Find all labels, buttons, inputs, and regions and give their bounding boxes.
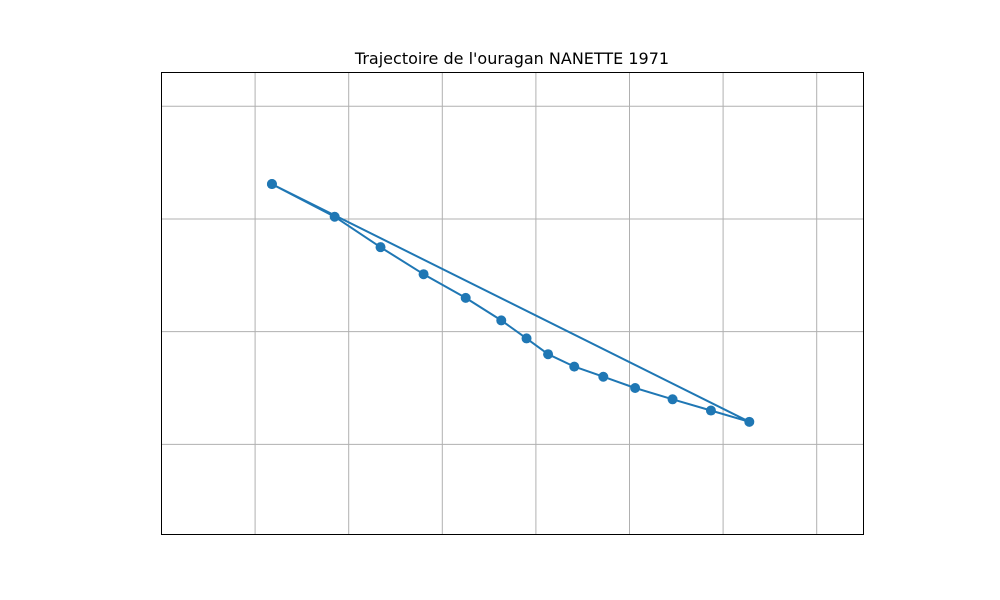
data-point [744,416,755,427]
data-point [496,315,507,326]
data-point [329,211,340,222]
data-point [705,405,716,416]
data-point [630,383,641,394]
data-point [569,361,580,372]
data-point [418,269,429,280]
data-point [543,349,554,360]
grid [161,72,864,535]
data-point [266,179,277,190]
data-point [375,242,386,253]
data-point [460,292,471,303]
axes-frame [161,72,864,535]
data-point [521,333,532,344]
series-layer [266,179,755,427]
chart-title: Trajectoire de l'ouragan NANETTE 1971 [354,49,669,68]
data-point [667,394,678,405]
data-point [598,371,609,382]
